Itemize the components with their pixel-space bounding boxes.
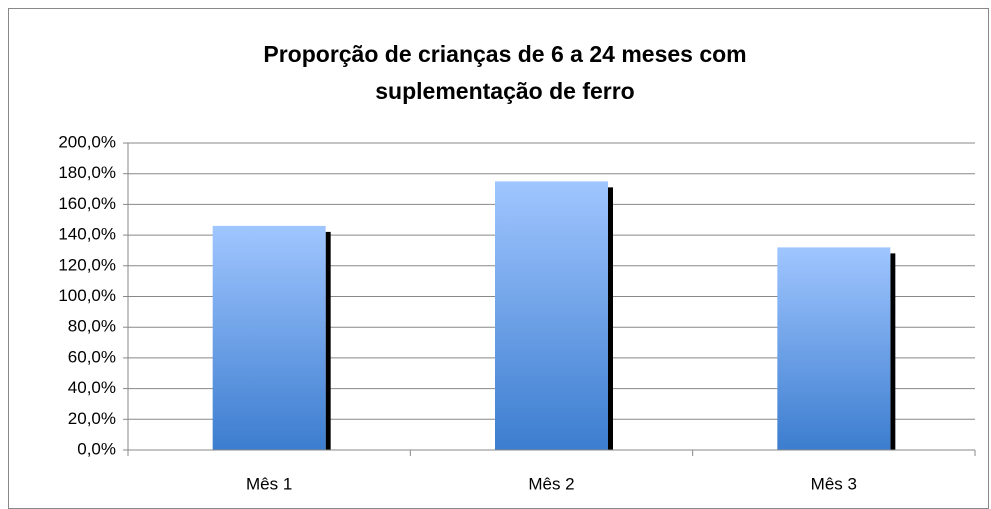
y-tick-label: 140,0% — [58, 225, 116, 244]
x-tick-label: Mês 1 — [246, 474, 292, 493]
y-tick-label: 120,0% — [58, 255, 116, 274]
chart-title: suplementação de ferro — [375, 78, 634, 104]
y-tick-label: 0,0% — [77, 439, 116, 458]
y-tick-label: 40,0% — [68, 378, 116, 397]
bar — [777, 247, 891, 450]
y-tick-label: 80,0% — [68, 317, 116, 336]
x-tick-label: Mês 3 — [811, 474, 857, 493]
bar-shadow — [325, 231, 331, 450]
bar — [212, 225, 326, 450]
bar-shadow — [608, 187, 613, 450]
y-tick-label: 20,0% — [68, 409, 116, 428]
y-tick-label: 100,0% — [58, 286, 116, 305]
y-tick-label: 160,0% — [58, 194, 116, 213]
y-tick-label: 200,0% — [58, 132, 116, 151]
bar-shadow — [890, 253, 896, 450]
x-tick-label: Mês 2 — [528, 474, 574, 493]
y-tick-label: 60,0% — [68, 347, 116, 366]
y-tick-label: 180,0% — [58, 163, 116, 182]
bar — [495, 181, 608, 450]
chart-title: Proporção de crianças de 6 a 24 meses co… — [263, 41, 746, 67]
